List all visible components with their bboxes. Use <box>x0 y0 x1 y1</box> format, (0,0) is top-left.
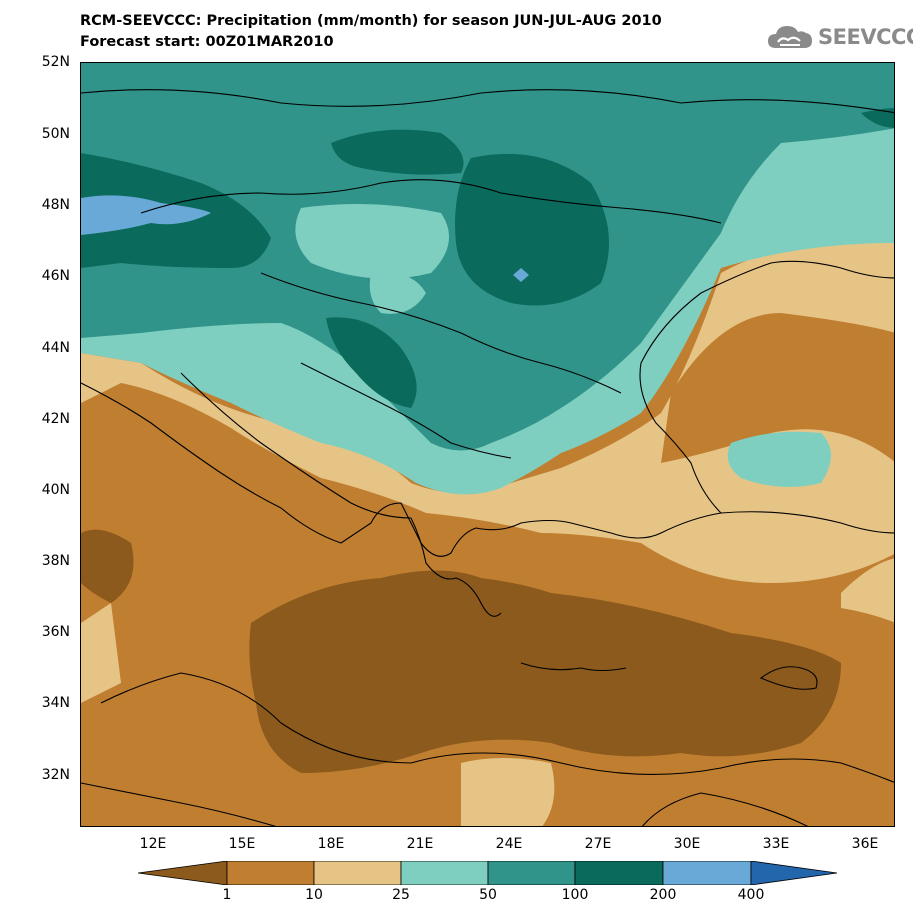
colorbar-label-10: 10 <box>305 887 323 903</box>
map-title: RCM-SEEVCCC: Precipitation (mm/month) fo… <box>80 13 662 29</box>
forecast-start: Forecast start: 00Z01MAR2010 <box>80 34 334 50</box>
lat-label-36n: 36N <box>41 624 70 640</box>
colorbar <box>138 861 838 885</box>
logo-text: SEEVCCC <box>818 25 913 49</box>
lat-label-42n: 42N <box>41 411 70 427</box>
colorbar-segment-1-10 <box>226 861 315 885</box>
lon-label-21e: 21E <box>406 836 434 852</box>
lon-label-27e: 27E <box>584 836 612 852</box>
colorbar-label-1: 1 <box>222 887 232 903</box>
lat-label-38n: 38N <box>41 553 70 569</box>
colorbar-segment-100-200 <box>574 861 664 885</box>
colorbar-segment-25-50 <box>400 861 489 885</box>
lon-label-18e: 18E <box>317 836 345 852</box>
lat-label-50n: 50N <box>41 126 70 142</box>
cloud-icon <box>768 26 812 48</box>
colorbar-label-100: 100 <box>561 887 589 903</box>
precipitation-map <box>80 62 895 827</box>
colorbar-label-50: 50 <box>479 887 497 903</box>
colorbar-segment-200-400 <box>662 861 752 885</box>
lon-label-33e: 33E <box>762 836 790 852</box>
colorbar-label-25: 25 <box>392 887 410 903</box>
colorbar-segment-50-100 <box>487 861 576 885</box>
lat-label-52n: 52N <box>41 54 70 70</box>
lat-label-32n: 32N <box>41 767 70 783</box>
colorbar-label-400: 400 <box>737 887 765 903</box>
lat-label-48n: 48N <box>41 197 70 213</box>
lon-label-12e: 12E <box>139 836 167 852</box>
lat-label-46n: 46N <box>41 268 70 284</box>
lat-label-40n: 40N <box>41 482 70 498</box>
colorbar-segment-gt400 <box>750 861 838 885</box>
lat-label-44n: 44N <box>41 340 70 356</box>
colorbar-segment-lt1 <box>138 861 228 885</box>
seevccc-logo: SEEVCCC <box>766 22 913 52</box>
colorbar-label-200: 200 <box>649 887 677 903</box>
lon-label-15e: 15E <box>228 836 256 852</box>
lon-label-30e: 30E <box>673 836 701 852</box>
precipitation-field <box>81 63 894 826</box>
lat-label-34n: 34N <box>41 695 70 711</box>
colorbar-segment-10-25 <box>313 861 402 885</box>
lon-label-24e: 24E <box>495 836 523 852</box>
lon-label-36e: 36E <box>851 836 879 852</box>
